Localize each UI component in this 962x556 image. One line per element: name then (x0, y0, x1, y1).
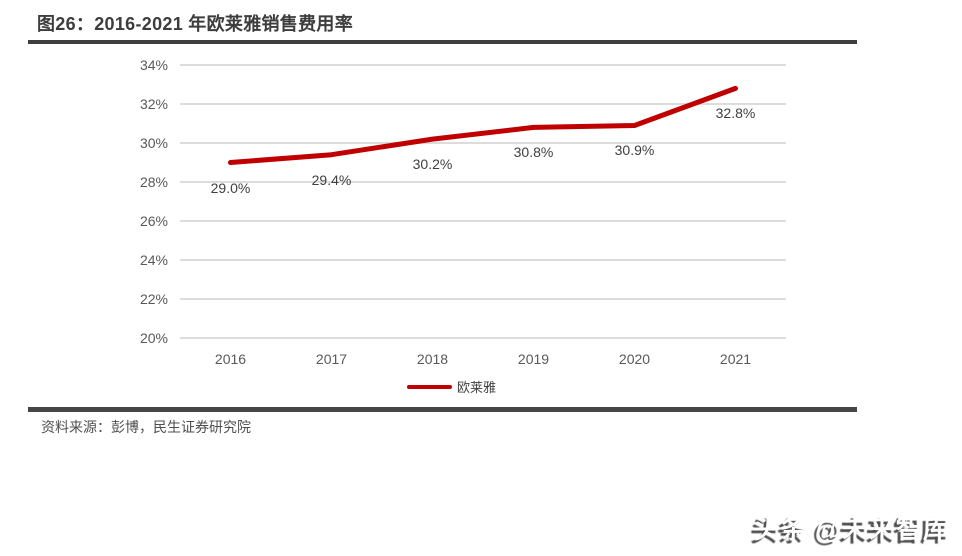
data-label: 29.0% (210, 179, 251, 196)
gridline (180, 259, 786, 261)
figure-title: 图26：2016-2021 年欧莱雅销售费用率 (37, 14, 354, 34)
chart-legend: 欧莱雅 (407, 378, 496, 395)
y-tick-label: 30% (139, 135, 168, 151)
gridline (180, 337, 786, 339)
data-label: 29.4% (311, 171, 352, 188)
y-tick-label: 28% (139, 174, 168, 190)
x-tick-label: 2016 (214, 351, 247, 367)
gridline (180, 298, 786, 300)
y-tick-label: 32% (139, 96, 168, 112)
gridline (180, 181, 786, 183)
x-tick-label: 2018 (416, 351, 449, 367)
gridline (180, 142, 786, 144)
x-tick-label: 2020 (618, 351, 651, 367)
data-label: 30.9% (614, 142, 655, 159)
y-tick-label: 20% (139, 330, 168, 346)
x-tick-label: 2017 (315, 351, 348, 367)
y-tick-label: 24% (139, 252, 168, 268)
y-tick-label: 22% (139, 291, 168, 307)
gridline (180, 64, 786, 66)
x-tick-label: 2021 (719, 351, 752, 367)
watermark-text: 头条 @未来智库 (753, 514, 950, 544)
source-note: 资料来源：彭博，民生证券研究院 (41, 419, 251, 435)
title-divider (28, 40, 857, 44)
footer-divider (28, 407, 857, 412)
data-label: 30.8% (513, 144, 554, 161)
legend-label: 欧莱雅 (457, 380, 497, 395)
gridline (180, 220, 786, 222)
y-tick-label: 34% (139, 57, 168, 73)
y-tick-label: 26% (139, 213, 168, 229)
data-label: 32.8% (715, 105, 756, 122)
x-tick-label: 2019 (517, 351, 550, 367)
legend-line-marker (407, 384, 452, 389)
data-label: 30.2% (412, 156, 453, 173)
